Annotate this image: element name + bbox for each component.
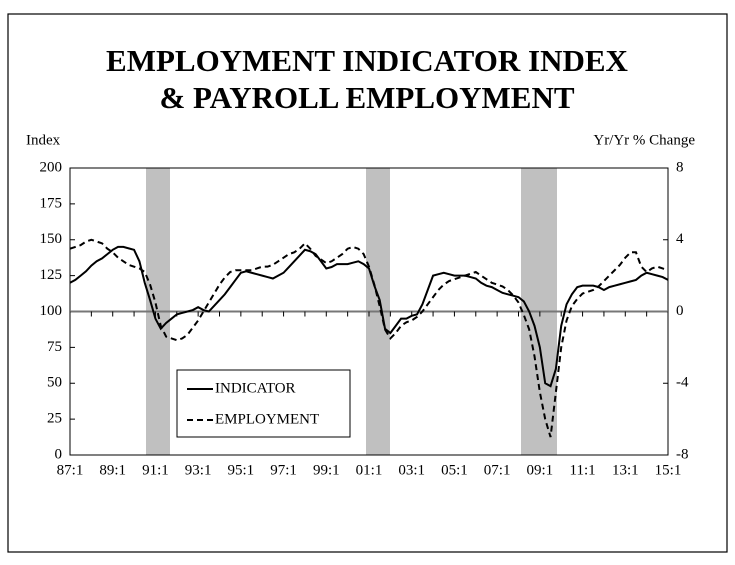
x-tick-label: 07:1 (484, 462, 511, 478)
y2-tick-label: 8 (676, 159, 684, 175)
y-tick-label: 100 (40, 303, 63, 319)
x-tick-label: 95:1 (228, 462, 255, 478)
x-tick-label: 09:1 (527, 462, 554, 478)
y2-tick-label: -8 (676, 446, 689, 462)
x-tick-label: 13:1 (612, 462, 639, 478)
x-tick-label: 91:1 (142, 462, 169, 478)
y-tick-label: 125 (40, 267, 63, 283)
y2-axis-label: Yr/Yr % Change (593, 132, 695, 148)
y-tick-label: 200 (40, 159, 63, 175)
chart-title: & PAYROLL EMPLOYMENT (159, 80, 574, 115)
y-axis-label: Index (26, 132, 61, 148)
y-tick-label: 25 (47, 411, 62, 427)
x-tick-label: 99:1 (313, 462, 340, 478)
legend-box (176, 369, 351, 438)
x-tick-label: 89:1 (99, 462, 126, 478)
x-tick-label: 93:1 (185, 462, 212, 478)
y-tick-label: 175 (40, 195, 63, 211)
y2-tick-label: -4 (676, 375, 689, 391)
y2-tick-label: 0 (676, 303, 684, 319)
chart-title: EMPLOYMENT INDICATOR INDEX (106, 43, 628, 78)
x-tick-label: 11:1 (570, 462, 596, 478)
x-tick-label: 03:1 (398, 462, 425, 478)
y-tick-label: 0 (55, 446, 63, 462)
legend-label: EMPLOYMENT (215, 411, 319, 427)
y-tick-label: 75 (47, 339, 62, 355)
series-line (69, 238, 669, 438)
y2-tick-label: 4 (676, 231, 684, 247)
series-line (69, 245, 669, 388)
x-tick-label: 87:1 (57, 462, 84, 478)
y-tick-label: 50 (47, 375, 62, 391)
x-tick-label: 01:1 (356, 462, 383, 478)
x-tick-label: 15:1 (655, 462, 682, 478)
legend-label: INDICATOR (215, 380, 296, 396)
x-tick-label: 05:1 (441, 462, 468, 478)
x-tick-label: 97:1 (270, 462, 297, 478)
y-tick-label: 150 (40, 231, 63, 247)
